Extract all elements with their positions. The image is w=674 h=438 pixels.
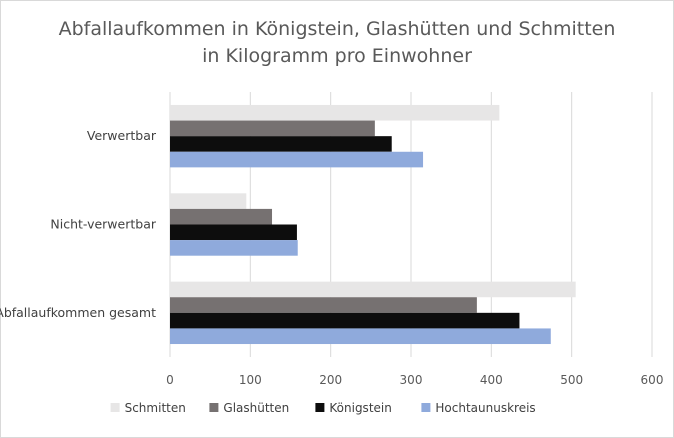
legend-swatch xyxy=(421,403,431,412)
bar-glash-tten-2 xyxy=(170,297,477,313)
bar-hochtaunuskreis-0 xyxy=(170,151,424,168)
bar-schmitten-1 xyxy=(170,193,247,209)
bar-k-nigstein-0 xyxy=(170,136,392,152)
bar-schmitten-2 xyxy=(170,281,576,298)
legend-label: Königstein xyxy=(329,401,391,415)
bar-glash-tten-1 xyxy=(170,208,273,225)
x-tick-label: 300 xyxy=(400,373,423,387)
category-label: Abfallaufkommen gesamt xyxy=(0,305,156,320)
legend-swatch xyxy=(110,403,120,412)
legend-swatch xyxy=(209,403,219,412)
legend: Schmitten Glashütten Königstein Hochtaunusk… xyxy=(110,401,536,415)
bar-hochtaunuskreis-2 xyxy=(170,328,551,345)
bar-hochtaunuskreis-1 xyxy=(170,240,298,256)
bar-schmitten-0 xyxy=(170,104,500,121)
bar-k-nigstein-2 xyxy=(170,312,520,329)
x-axis-ticks: 0 100 200 300 400 500 600 xyxy=(166,373,663,387)
x-tick-label: 100 xyxy=(239,373,262,387)
category-label: Verwertbar xyxy=(87,128,157,143)
legend-swatch xyxy=(315,403,325,412)
category-label: Nicht-verwertbar xyxy=(50,217,156,232)
legend-label: Glashütten xyxy=(223,401,289,415)
x-tick-label: 600 xyxy=(641,373,664,387)
legend-label: Hochtaunuskreis xyxy=(435,401,535,415)
category-labels: Verwertbar Nicht-verwertbar Abfallaufkomme… xyxy=(0,128,157,320)
x-tick-label: 200 xyxy=(319,373,342,387)
chart-subtitle: in Kilogramm pro Einwohner xyxy=(202,45,472,67)
x-tick-label: 0 xyxy=(166,373,174,387)
bar-k-nigstein-1 xyxy=(170,224,297,241)
chart-title: Abfallaufkommen in Königstein, Glashütte… xyxy=(59,18,616,40)
x-tick-label: 400 xyxy=(480,373,503,387)
bars xyxy=(170,104,576,345)
legend-label: Schmitten xyxy=(125,401,186,415)
bar-glash-tten-0 xyxy=(170,120,375,137)
x-tick-label: 500 xyxy=(560,373,583,387)
